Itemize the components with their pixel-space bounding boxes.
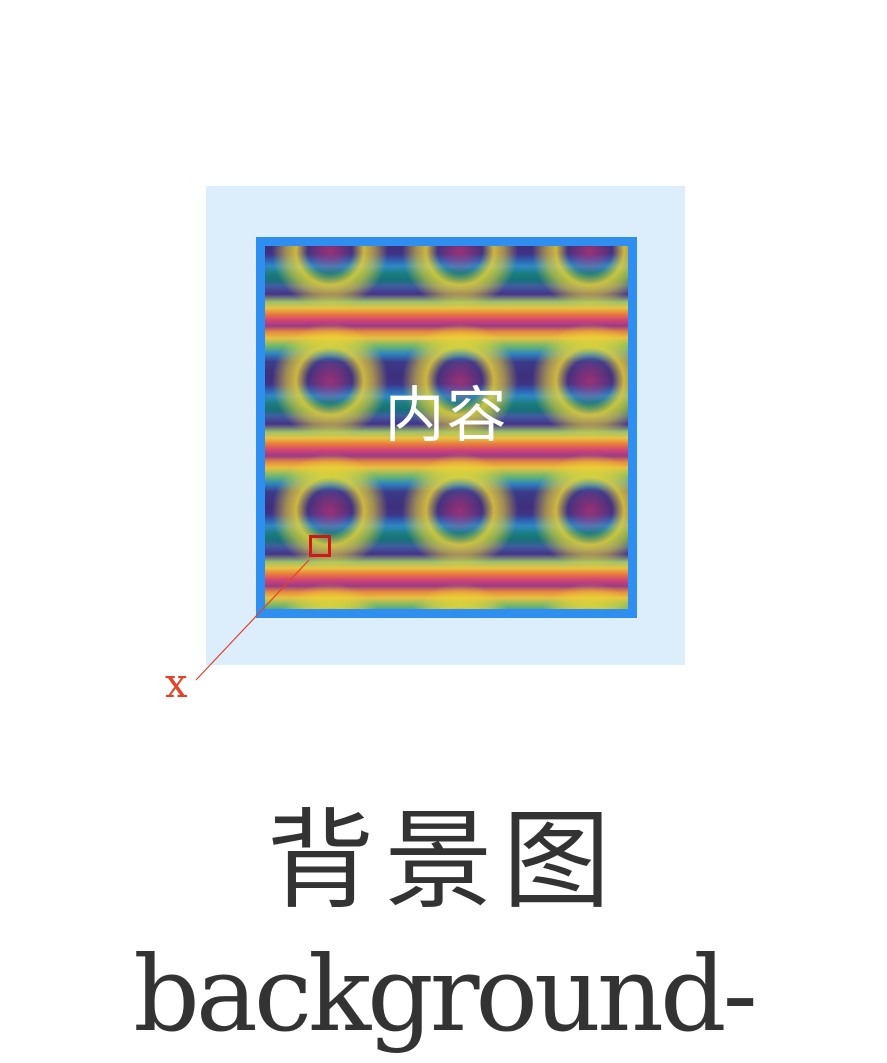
background-image-area: 内容 <box>265 246 628 609</box>
origin-marker <box>309 535 331 557</box>
content-label: 内容 <box>384 381 509 451</box>
caption-title-en: background-image <box>133 933 757 1063</box>
origin-label: x <box>165 661 188 707</box>
caption-title-zh: 背景图 <box>266 799 621 924</box>
